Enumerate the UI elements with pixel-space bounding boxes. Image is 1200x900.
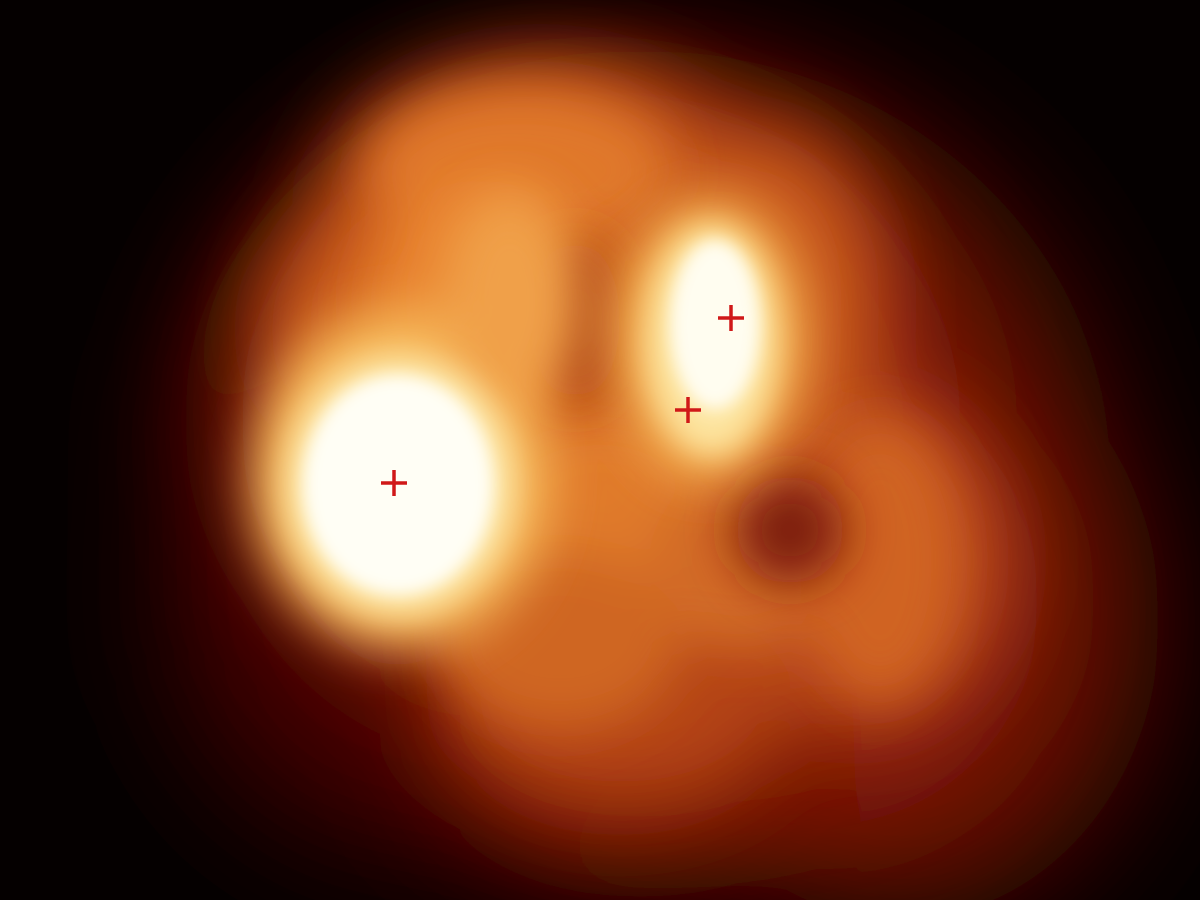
white-cores [303, 240, 760, 595]
plus-marker-icon [675, 397, 701, 423]
plus-marker-icon [718, 305, 744, 331]
plus-marker-icon [381, 470, 407, 496]
